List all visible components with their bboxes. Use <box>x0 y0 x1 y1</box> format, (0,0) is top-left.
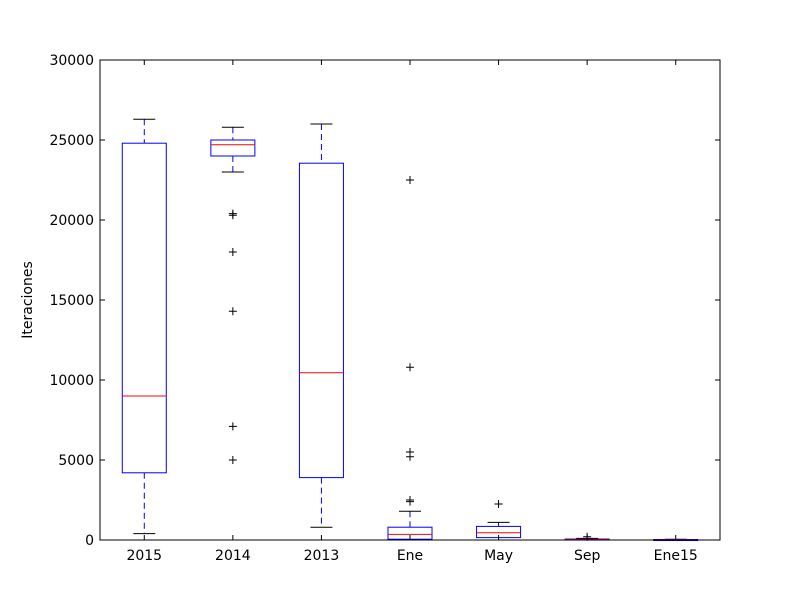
outlier-point <box>228 248 237 256</box>
y-tick-label: 0 <box>85 533 94 549</box>
outlier-point <box>494 500 503 508</box>
box-iqr <box>210 139 256 157</box>
plot-marks <box>121 118 699 542</box>
box-group-2014 <box>210 126 256 464</box>
outlier-point <box>406 497 414 506</box>
y-axis-ticks: 0 5000 10000 15000 20000 25000 30000 <box>49 53 720 549</box>
box-group-2015 <box>121 118 167 535</box>
outlier-point <box>228 211 237 220</box>
box-group-may <box>476 500 522 541</box>
x-axis-ticks: 2015 2014 2013 Ene May Sep Ene15 <box>126 60 698 564</box>
y-tick-label: 30000 <box>49 53 94 69</box>
x-tick-label: May <box>484 548 513 564</box>
y-tick-label: 5000 <box>58 453 94 469</box>
outlier-point <box>406 176 414 184</box>
x-tick-label: Ene <box>397 548 423 564</box>
plot-frame <box>99 59 721 541</box>
box-iqr <box>121 142 167 474</box>
x-tick-label: 2015 <box>126 548 162 564</box>
x-tick-label: Sep <box>574 548 601 564</box>
box-group-2013 <box>298 123 344 528</box>
box-iqr <box>298 162 344 479</box>
y-tick-label: 10000 <box>49 373 94 389</box>
y-tick-label: 25000 <box>49 133 94 149</box>
y-axis-label: Iteraciones <box>20 261 36 339</box>
x-tick-label: 2013 <box>304 548 340 564</box>
outlier-point <box>406 363 414 372</box>
y-tick-label: 20000 <box>49 213 94 229</box>
outlier-point <box>406 452 414 461</box>
y-tick-label: 15000 <box>49 293 94 309</box>
outlier-point <box>228 307 237 316</box>
outlier-point <box>228 422 237 431</box>
x-tick-label: Ene15 <box>654 548 698 564</box>
outlier-point <box>228 456 237 464</box>
box-group-ene <box>387 176 433 541</box>
x-tick-label: 2014 <box>215 548 251 564</box>
